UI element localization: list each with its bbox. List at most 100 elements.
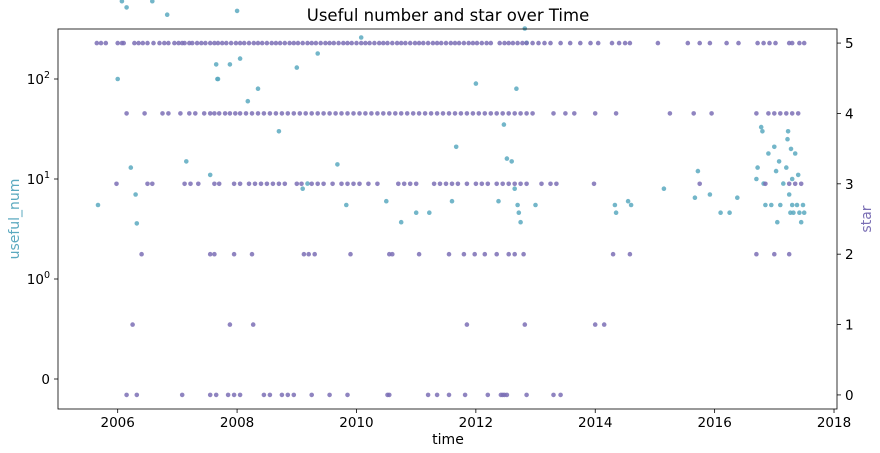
useful_num-point <box>95 202 101 208</box>
star-point <box>313 40 319 46</box>
star-point <box>539 181 544 187</box>
star-point <box>333 111 338 116</box>
star-point <box>407 181 413 187</box>
star-point <box>354 40 359 46</box>
star-point <box>249 111 255 116</box>
star-point <box>357 111 362 116</box>
star-point <box>515 40 520 46</box>
star-point <box>269 40 275 46</box>
y-left-tick-label: 101 <box>27 170 50 188</box>
useful_num-point <box>335 162 340 167</box>
useful_num-point <box>727 210 732 215</box>
star-point <box>372 40 377 46</box>
star-point <box>404 111 410 116</box>
useful_num-point <box>763 202 768 208</box>
star-point <box>446 251 452 257</box>
star-point <box>216 181 222 187</box>
star-point <box>797 40 802 46</box>
star-point <box>387 392 392 398</box>
useful_num-point <box>245 98 251 104</box>
star-point <box>345 181 350 187</box>
x-tick-label: 2018 <box>817 415 851 431</box>
star-point <box>166 40 171 46</box>
star-point <box>394 40 400 46</box>
star-point <box>786 251 792 257</box>
star-point <box>482 251 488 257</box>
star-point <box>506 40 512 46</box>
y-left-tick-base: 10 <box>27 272 44 288</box>
star-point <box>285 111 291 116</box>
star-point <box>795 111 801 116</box>
useful_num-point <box>735 195 740 200</box>
star-point <box>295 40 301 46</box>
star-point <box>494 111 500 116</box>
star-point <box>277 40 283 46</box>
star-point <box>530 40 535 46</box>
star-point <box>264 40 270 46</box>
y-left-tick-label: 102 <box>27 70 50 88</box>
star-point <box>524 181 529 187</box>
star-point <box>506 181 512 187</box>
star-point <box>609 40 615 46</box>
y-left-tick-exponent: 0 <box>44 270 50 281</box>
star-point <box>578 40 583 46</box>
star-point <box>279 111 285 116</box>
star-point <box>518 181 523 187</box>
star-point <box>512 111 517 116</box>
star-point <box>160 111 165 116</box>
star-point <box>363 40 368 46</box>
useful_num-point <box>512 186 517 191</box>
star-point <box>145 181 150 187</box>
useful_num-point <box>797 210 802 215</box>
star-point <box>448 40 454 46</box>
star-point <box>396 181 401 187</box>
star-point <box>521 251 526 257</box>
star-point <box>754 251 759 257</box>
useful_num-point <box>344 202 349 208</box>
star-point <box>500 111 506 116</box>
star-point <box>267 111 273 116</box>
y-left-tick-exponent: 2 <box>44 70 50 81</box>
star-point <box>216 111 222 116</box>
star-point <box>801 40 807 46</box>
star-point <box>114 181 119 187</box>
star-point <box>315 111 321 116</box>
useful_num-point <box>128 165 134 170</box>
star-point <box>233 111 238 116</box>
star-point <box>428 111 434 116</box>
star-point <box>479 40 485 46</box>
star-point <box>488 40 494 46</box>
star-point <box>252 181 258 187</box>
star-point <box>755 40 760 46</box>
star-point <box>258 181 264 187</box>
y-right-tick-label: 4 <box>845 106 854 122</box>
star-point <box>410 111 416 116</box>
star-point <box>387 111 392 116</box>
star-point <box>536 40 541 46</box>
star-point <box>250 322 256 327</box>
star-point <box>524 40 529 46</box>
useful_num-point <box>255 86 261 91</box>
useful_num-point <box>514 86 519 91</box>
star-point <box>187 111 192 116</box>
star-point <box>425 392 431 398</box>
star-point <box>627 40 633 46</box>
useful_num-point <box>398 219 404 225</box>
star-point <box>287 40 292 46</box>
star-point <box>482 111 488 116</box>
star-point <box>502 40 507 46</box>
star-point <box>363 111 368 116</box>
star-point <box>434 392 440 398</box>
star-point <box>438 40 444 46</box>
star-point <box>479 181 485 187</box>
star-point <box>697 40 702 46</box>
y-right-tick-label: 1 <box>845 318 854 334</box>
plot-frame <box>57 28 838 410</box>
star-point <box>194 40 200 46</box>
star-point <box>237 111 243 116</box>
star-point <box>412 40 418 46</box>
useful_num-point <box>766 151 771 156</box>
star-point <box>613 111 619 116</box>
useful_num-point <box>496 198 501 204</box>
star-point <box>134 392 140 398</box>
